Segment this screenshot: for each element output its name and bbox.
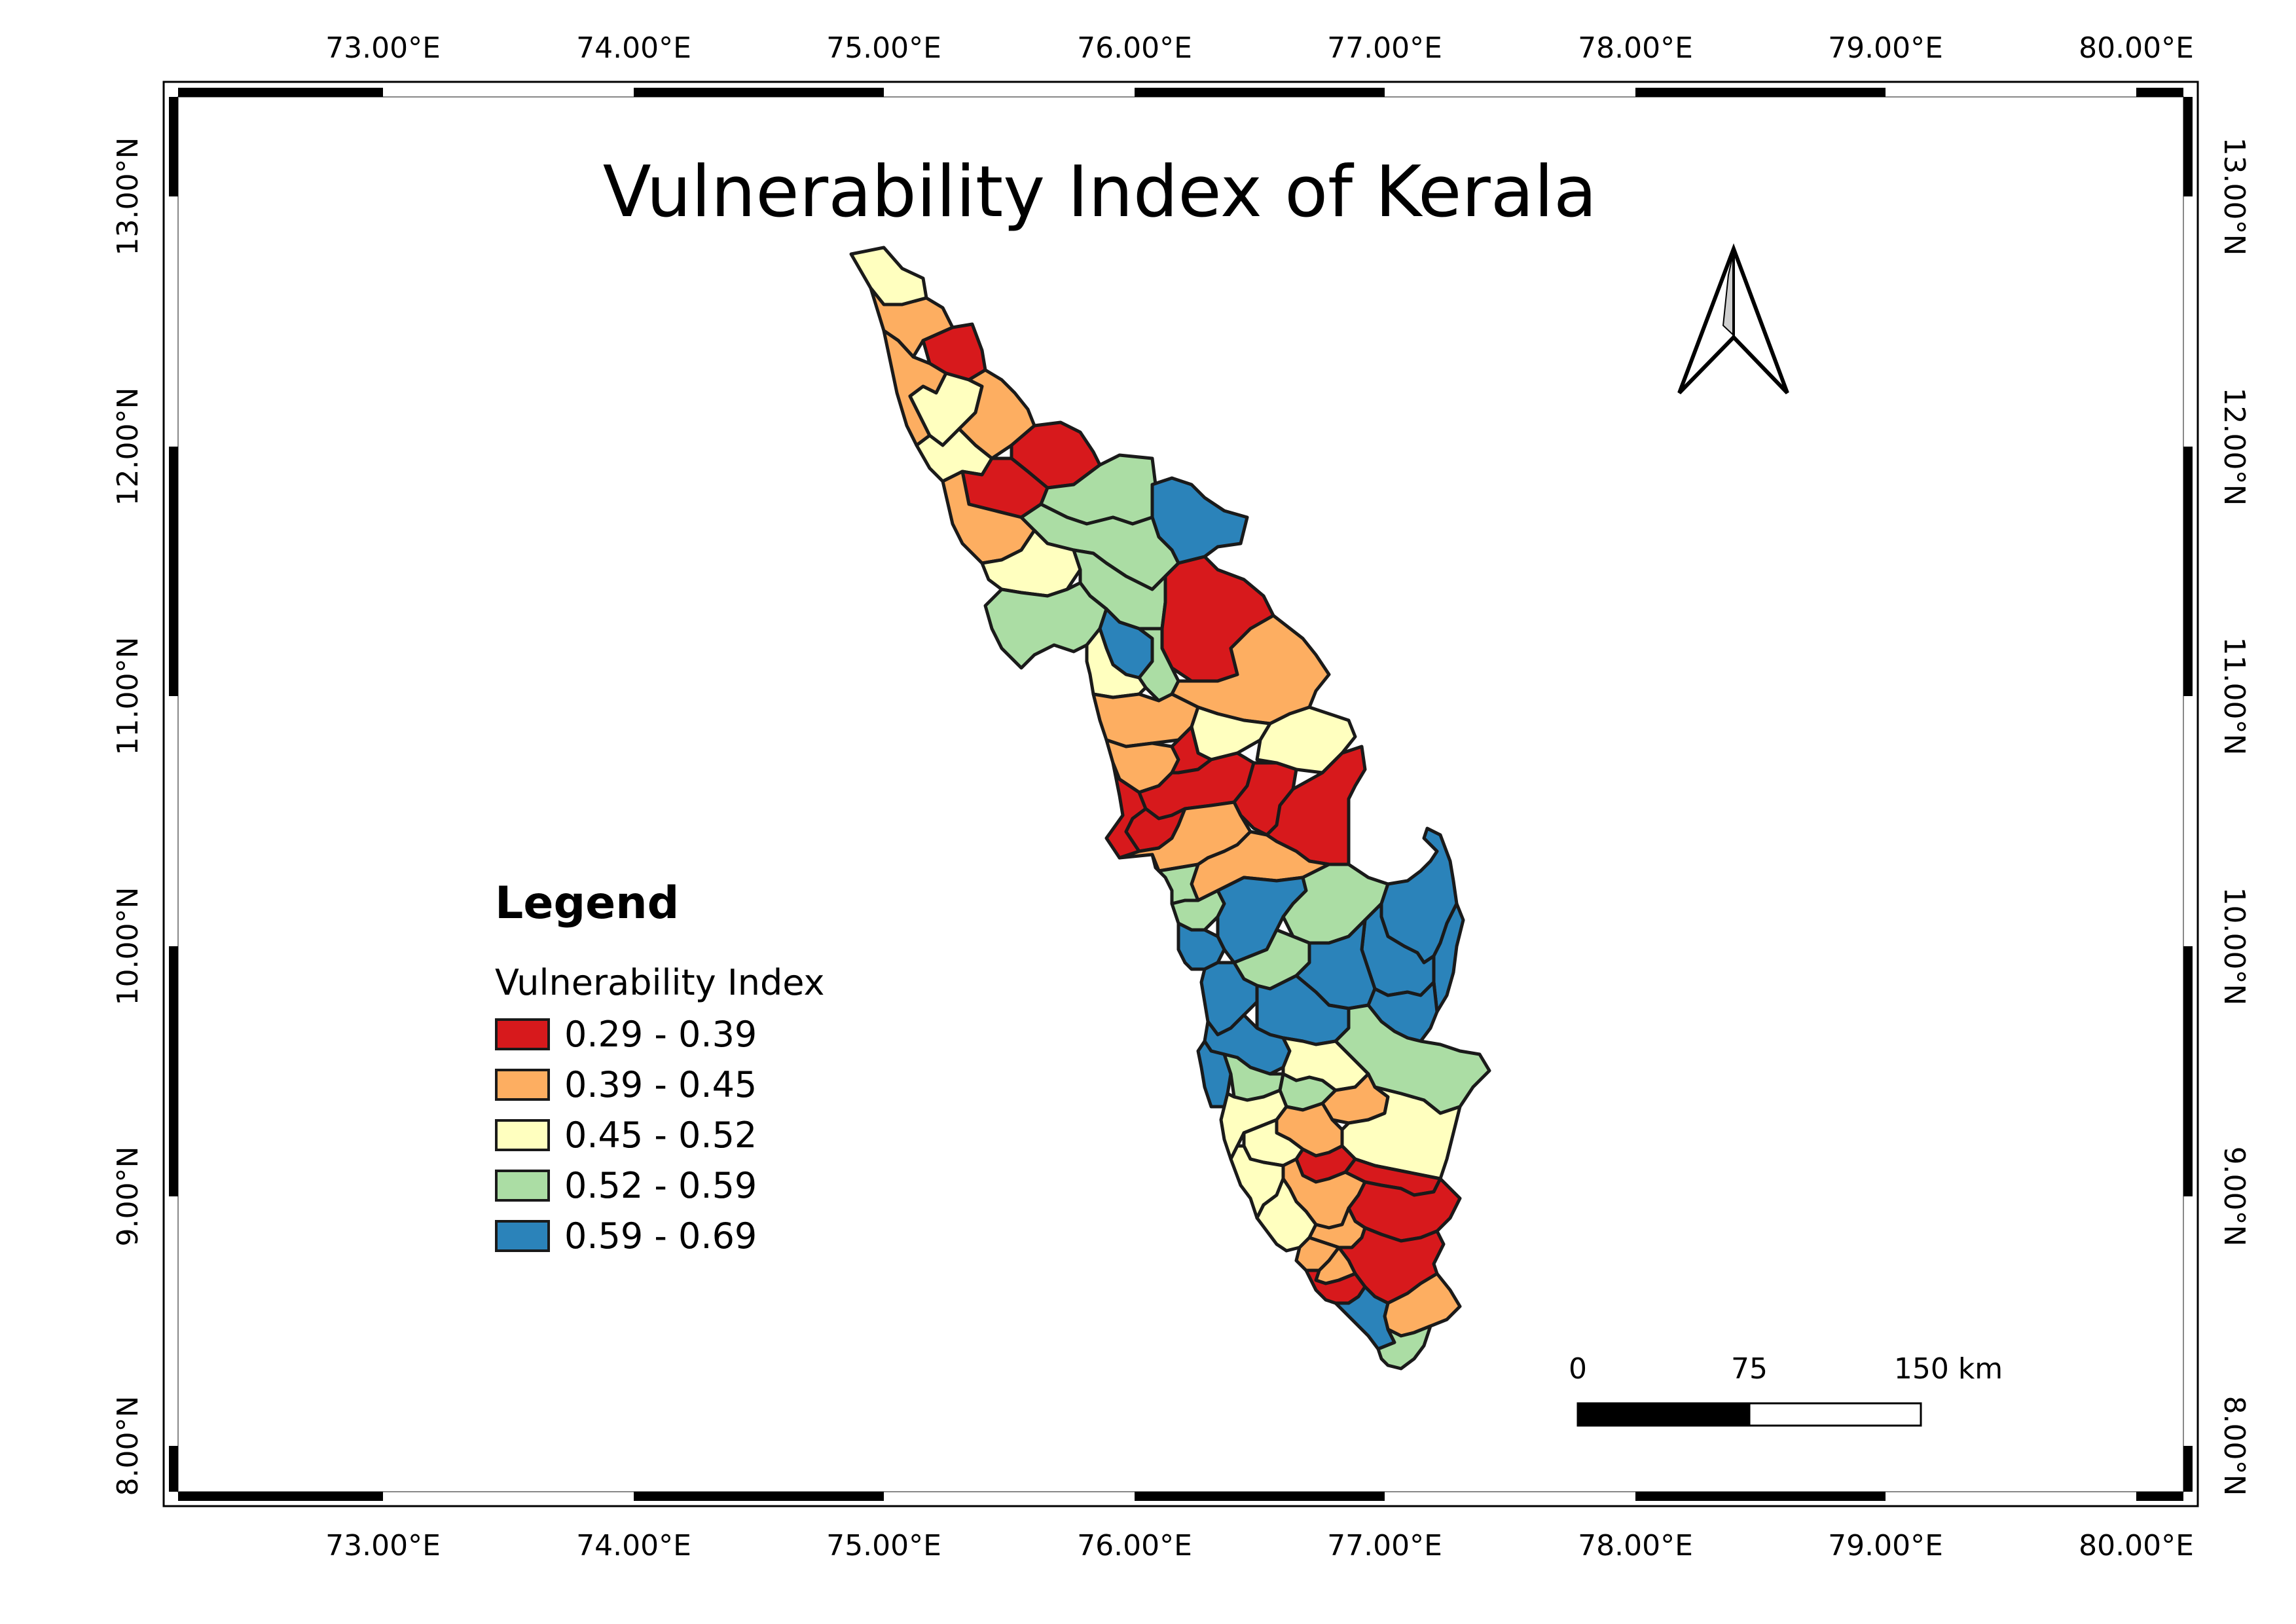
lon-label-top: 78.00°E bbox=[1578, 31, 1693, 65]
lon-label-top: 73.00°E bbox=[325, 31, 441, 65]
lat-label-right: 11.00°N bbox=[2217, 637, 2251, 756]
legend-swatch bbox=[495, 1170, 550, 1202]
lon-label-top: 77.00°E bbox=[1327, 31, 1442, 65]
lat-label-left: 10.00°N bbox=[111, 887, 145, 1006]
legend-swatch bbox=[495, 1220, 550, 1252]
region-polygon[interactable] bbox=[1432, 902, 1465, 1014]
lon-label-top: 75.00°E bbox=[826, 31, 941, 65]
lon-label-bottom: 78.00°E bbox=[1578, 1529, 1693, 1562]
frame-graduation-segment bbox=[2136, 88, 2183, 97]
lat-label-right: 8.00°N bbox=[2217, 1396, 2251, 1496]
legend-item-label: 0.29 - 0.39 bbox=[564, 1014, 757, 1055]
legend: Legend Vulnerability Index 0.29 - 0.39 0… bbox=[495, 877, 824, 1257]
legend-item-label: 0.45 - 0.52 bbox=[564, 1115, 757, 1156]
lon-label-bottom: 74.00°E bbox=[576, 1529, 691, 1562]
region-polygon[interactable] bbox=[1085, 627, 1148, 699]
lon-label-top: 76.00°E bbox=[1077, 31, 1192, 65]
lon-label-bottom: 76.00°E bbox=[1077, 1529, 1192, 1562]
north-arrow-icon bbox=[1677, 243, 1789, 395]
scale-bar-label: 0 bbox=[1569, 1352, 1587, 1386]
lon-label-top: 80.00°E bbox=[2079, 31, 2194, 65]
lon-label-top: 79.00°E bbox=[1828, 31, 1943, 65]
scale-bar-segment bbox=[1576, 1402, 1751, 1427]
legend-subtitle: Vulnerability Index bbox=[495, 962, 824, 1003]
lat-label-left: 12.00°N bbox=[111, 388, 145, 506]
kerala-choropleth bbox=[849, 246, 1491, 1371]
frame-graduation-segment bbox=[2183, 1446, 2193, 1492]
lat-label-right: 12.00°N bbox=[2217, 388, 2251, 506]
region-polygon[interactable] bbox=[1376, 1324, 1432, 1371]
lat-label-right: 9.00°N bbox=[2217, 1147, 2251, 1247]
lat-label-left: 9.00°N bbox=[111, 1147, 145, 1247]
frame-graduation-segment bbox=[1635, 88, 1886, 97]
legend-item-label: 0.39 - 0.45 bbox=[564, 1064, 757, 1105]
frame-graduation-segment bbox=[169, 447, 178, 696]
frame-graduation-segment bbox=[169, 97, 178, 196]
scale-bar-label: 75 bbox=[1731, 1352, 1768, 1386]
lat-label-left: 13.00°N bbox=[111, 138, 145, 256]
map-title: Vulnerability Index of Kerala bbox=[603, 151, 1597, 233]
frame-graduation-segment bbox=[178, 88, 383, 97]
lon-label-bottom: 75.00°E bbox=[826, 1529, 941, 1562]
lat-label-left: 8.00°N bbox=[111, 1396, 145, 1496]
legend-swatch bbox=[495, 1069, 550, 1101]
frame-graduation-segment bbox=[2136, 1492, 2183, 1501]
frame-graduation-segment bbox=[178, 1492, 383, 1501]
frame-graduation-segment bbox=[634, 1492, 884, 1501]
lat-label-left: 11.00°N bbox=[111, 637, 145, 756]
lon-label-bottom: 73.00°E bbox=[325, 1529, 441, 1562]
frame-graduation-segment bbox=[1635, 1492, 1886, 1501]
legend-item-label: 0.52 - 0.59 bbox=[564, 1165, 757, 1206]
frame-graduation-segment bbox=[634, 88, 884, 97]
scale-bar-label: 150 km bbox=[1894, 1352, 2003, 1386]
frame-graduation-segment bbox=[1135, 1492, 1385, 1501]
lon-label-top: 74.00°E bbox=[576, 31, 691, 65]
lat-label-right: 10.00°N bbox=[2217, 887, 2251, 1006]
lon-label-bottom: 77.00°E bbox=[1327, 1529, 1442, 1562]
frame-graduation-segment bbox=[169, 1446, 178, 1492]
frame-graduation-segment bbox=[2183, 447, 2193, 696]
legend-swatch bbox=[495, 1119, 550, 1151]
region-polygon[interactable] bbox=[1334, 1285, 1396, 1351]
legend-heading: Legend bbox=[495, 877, 679, 929]
legend-swatch bbox=[495, 1018, 550, 1050]
frame-graduations bbox=[169, 88, 2193, 1501]
lon-label-bottom: 80.00°E bbox=[2079, 1529, 2194, 1562]
frame-graduation-segment bbox=[169, 946, 178, 1196]
legend-item-label: 0.59 - 0.69 bbox=[564, 1215, 757, 1257]
scale-bar-segment bbox=[1748, 1402, 1922, 1427]
lat-label-right: 13.00°N bbox=[2217, 138, 2251, 256]
scale-bar: 0 75 150 km bbox=[1569, 1352, 2003, 1427]
region-polygon[interactable] bbox=[1255, 1177, 1318, 1253]
lon-label-bottom: 79.00°E bbox=[1828, 1529, 1943, 1562]
frame-graduation-segment bbox=[2183, 946, 2193, 1196]
frame-graduation-segment bbox=[2183, 97, 2193, 196]
frame-graduation-segment bbox=[1135, 88, 1385, 97]
